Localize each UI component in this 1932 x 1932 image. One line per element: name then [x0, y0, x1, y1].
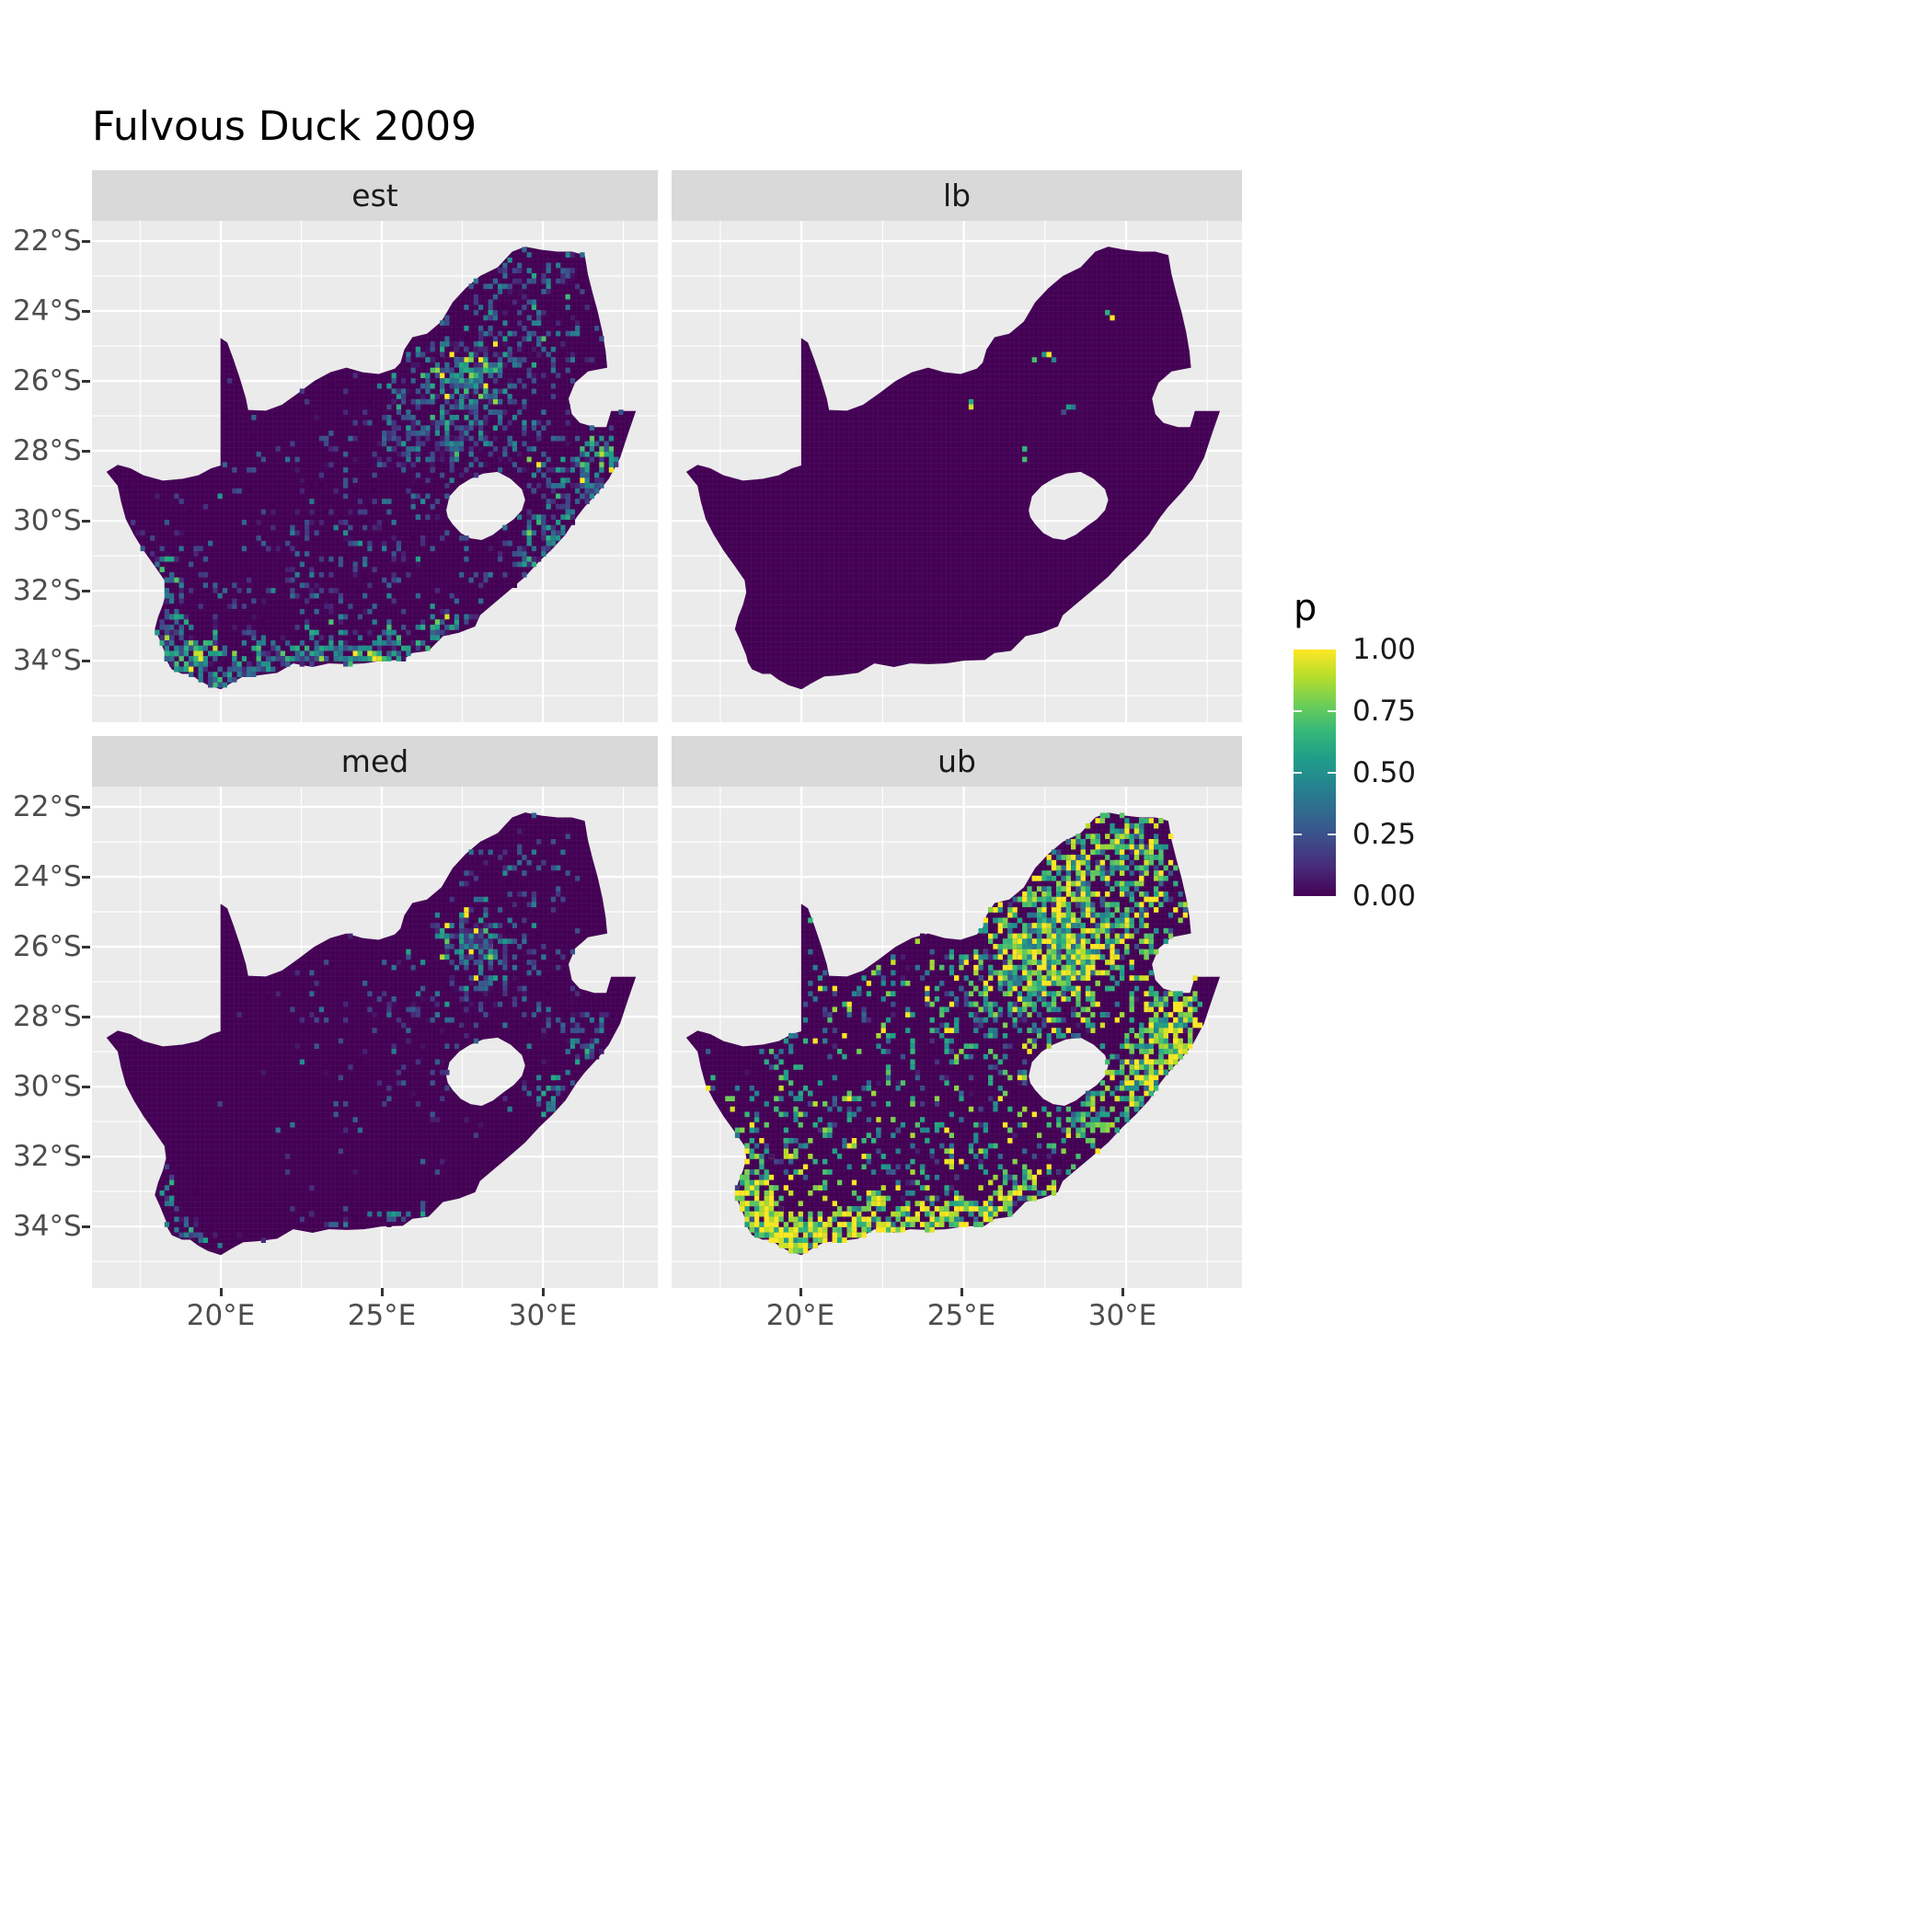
- x-axis-label: 20°E: [186, 1299, 256, 1332]
- legend-label: 0.25: [1352, 818, 1417, 851]
- y-axis-label: 24°S: [13, 860, 82, 894]
- y-axis-label: 30°S: [13, 1070, 82, 1104]
- x-axis-label: 20°E: [765, 1299, 835, 1332]
- y-axis-tick: [82, 659, 90, 662]
- map-panel-est: [92, 221, 658, 722]
- x-axis-label: 25°E: [926, 1299, 996, 1332]
- legend-colorbar-wrap: 1.00 0.75 0.50 0.25 0.00: [1294, 635, 1416, 911]
- facet-label-est: est: [351, 178, 398, 213]
- y-axis-label: 22°S: [13, 224, 82, 259]
- y-axis-label: 24°S: [13, 294, 82, 328]
- legend: p 1.00 0.75 0.50 0.25 0.00: [1286, 587, 1498, 911]
- y-axis-tick: [82, 1015, 90, 1018]
- x-axis-tick: [541, 1288, 545, 1296]
- legend-tick: [1294, 833, 1302, 836]
- y-axis-label: 34°S: [13, 1210, 82, 1244]
- x-axis-label: 30°E: [1087, 1299, 1157, 1332]
- x-axis-label: 25°E: [347, 1299, 417, 1332]
- y-axis-label: 28°S: [13, 1000, 82, 1034]
- y-axis-tick: [82, 1225, 90, 1228]
- x-axis-tick: [219, 1288, 223, 1296]
- legend-tick: [1294, 709, 1302, 713]
- y-axis-tick: [82, 875, 90, 879]
- y-axis-tick: [82, 519, 90, 523]
- facet-label-ub: ub: [937, 743, 976, 779]
- facet-strip-est: est: [92, 170, 658, 221]
- y-axis-tick: [82, 805, 90, 809]
- legend-title: p: [1294, 587, 1317, 629]
- y-axis-tick: [82, 379, 90, 383]
- y-axis-label: 32°S: [13, 1140, 82, 1174]
- y-axis-tick: [82, 309, 90, 313]
- facet-strip-ub: ub: [672, 736, 1242, 787]
- y-axis-tick: [82, 589, 90, 592]
- x-axis-label: 30°E: [508, 1299, 578, 1332]
- legend-label: 0.00: [1352, 880, 1417, 913]
- y-axis-tick: [82, 449, 90, 453]
- legend-tick: [1328, 833, 1336, 836]
- facet-label-lb: lb: [942, 178, 972, 213]
- y-axis-tick: [82, 1085, 90, 1088]
- y-axis-label: 34°S: [13, 644, 82, 678]
- plot-title: Fulvous Duck 2009: [92, 103, 477, 150]
- map-svg-med: [92, 787, 658, 1288]
- y-axis-label: 22°S: [13, 790, 82, 824]
- legend-tick: [1328, 709, 1336, 713]
- y-axis-tick: [82, 239, 90, 243]
- facet-label-med: med: [340, 743, 409, 779]
- map-panel-med: [92, 787, 658, 1288]
- y-axis-tick: [82, 1155, 90, 1158]
- x-axis-tick: [380, 1288, 384, 1296]
- x-axis-tick: [799, 1288, 802, 1296]
- legend-tick: [1328, 771, 1336, 775]
- y-axis-label: 26°S: [13, 364, 82, 398]
- legend-colorbar: [1294, 650, 1336, 896]
- y-axis-label: 28°S: [13, 434, 82, 468]
- y-axis-label: 32°S: [13, 574, 82, 608]
- map-svg-ub: [672, 787, 1242, 1288]
- map-svg-est: [92, 221, 658, 722]
- map-panel-lb: [672, 221, 1242, 722]
- y-axis-label: 30°S: [13, 504, 82, 538]
- legend-label: 0.50: [1352, 756, 1417, 789]
- facet-strip-lb: lb: [672, 170, 1242, 221]
- legend-label: 1.00: [1352, 633, 1417, 666]
- map-svg-lb: [672, 221, 1242, 722]
- facet-strip-med: med: [92, 736, 658, 787]
- y-axis-label: 26°S: [13, 930, 82, 964]
- x-axis-tick: [1121, 1288, 1124, 1296]
- legend-tick: [1294, 771, 1302, 775]
- legend-label: 0.75: [1352, 695, 1417, 728]
- y-axis-tick: [82, 945, 90, 949]
- x-axis-tick: [960, 1288, 963, 1296]
- map-panel-ub: [672, 787, 1242, 1288]
